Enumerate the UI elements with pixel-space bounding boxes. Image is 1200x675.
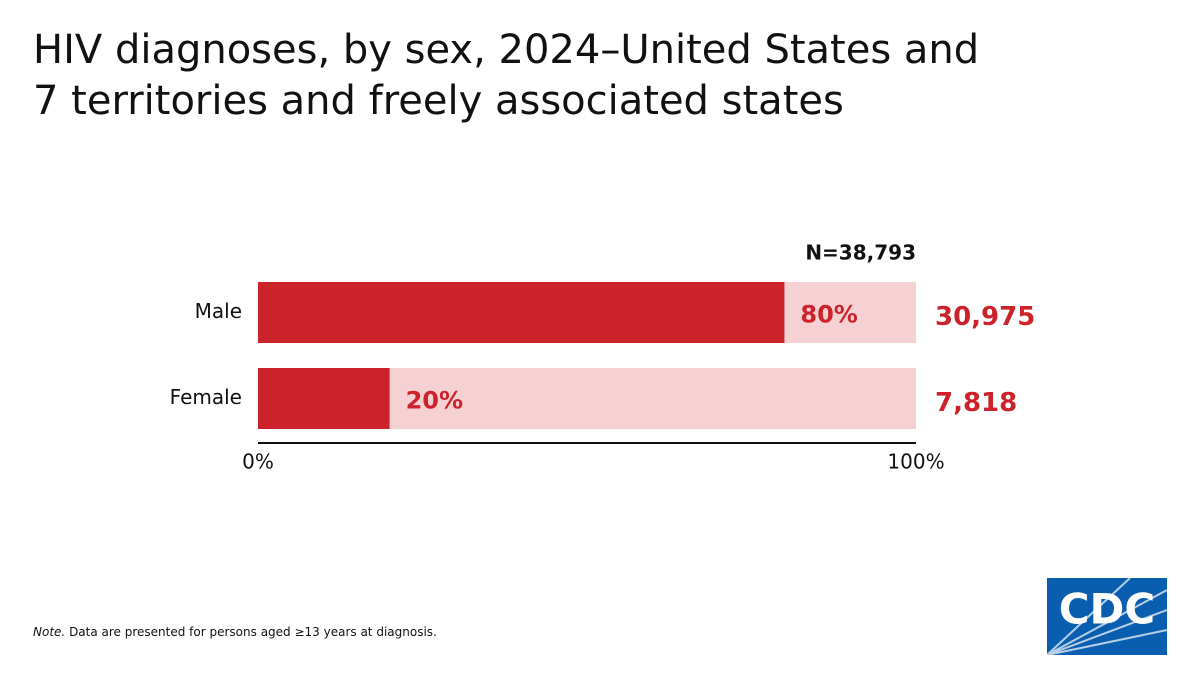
logo: CDC (1046, 577, 1168, 656)
note-text: Data are presented for persons aged ≥13 … (69, 625, 437, 639)
bar (258, 368, 390, 429)
total-label: N=38,793 (805, 241, 916, 265)
value-label: 80% (800, 301, 857, 329)
chart-title: HIV diagnoses, by sex, 2024–United State… (33, 27, 979, 73)
note-label: Note. (33, 625, 65, 639)
y-tick-label: Male (195, 299, 242, 323)
chart-title: 7 territories and freely associated stat… (33, 78, 844, 124)
note: Note. Data are presented for persons age… (33, 625, 437, 639)
x-tick-label: 100% (887, 450, 944, 474)
count-label: 30,975 (935, 302, 1035, 332)
logo-rays (1046, 577, 1168, 656)
bar (258, 282, 785, 343)
value-label: 20% (406, 387, 463, 415)
y-tick-label: Female (170, 385, 242, 409)
logo-text: CDC (1059, 585, 1156, 634)
x-tick-label: 0% (242, 450, 274, 474)
count-label: 7,818 (935, 388, 1017, 418)
